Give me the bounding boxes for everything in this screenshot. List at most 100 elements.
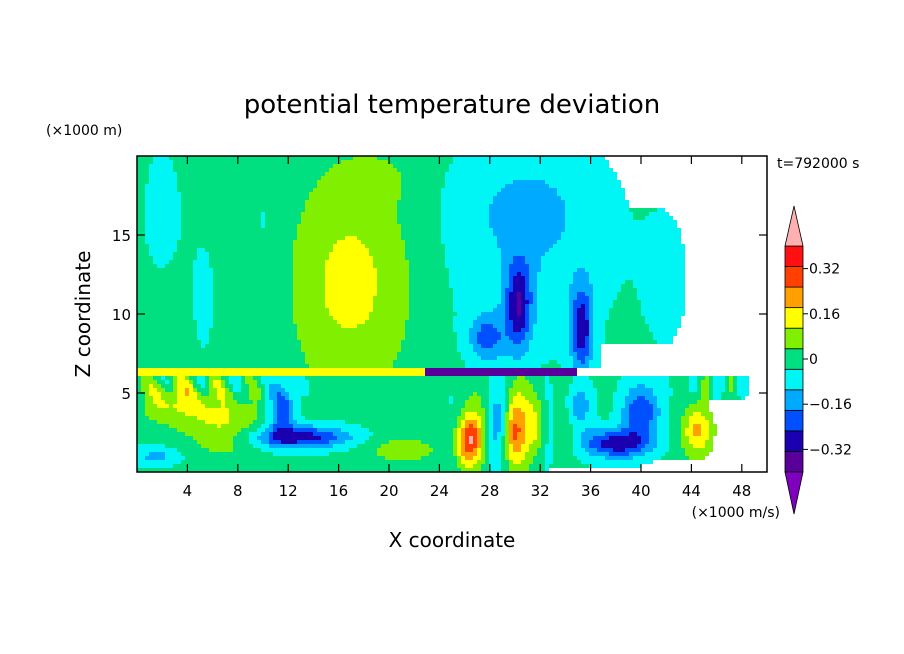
contour-cell [681,428,685,432]
contour-cell [701,432,709,436]
contour-cell [245,376,253,380]
contour-cell [465,436,469,440]
contour-cell [233,392,249,396]
contour-cell [625,400,633,404]
contour-cell [629,416,653,420]
contour-cell [237,432,249,436]
contour-cell [293,292,325,296]
contour-cell [145,220,181,224]
contour-cell [509,264,529,268]
contour-cell [521,328,529,332]
contour-cell [137,252,149,256]
contour-cell [613,304,641,308]
contour-cell [353,436,369,440]
contour-cell [377,156,453,160]
contour-cell [293,424,313,428]
contour-cell [517,308,521,312]
contour-cell [689,420,709,424]
contour-cell [457,460,461,464]
contour-cell [709,380,713,384]
contour-cell [301,212,397,216]
contour-cell [501,336,509,340]
contour-cell [577,296,589,300]
contour-cell [465,440,469,444]
contour-cell [289,412,293,416]
contour-cell [453,432,457,436]
contour-cell [709,392,713,396]
contour-cell [489,396,505,400]
contour-cell [529,308,537,312]
contour-cell [137,360,305,364]
contour-cell [553,424,573,428]
contour-cell [685,428,693,432]
contour-cell [465,400,481,404]
contour-cell [541,424,549,428]
contour-cell [193,260,209,264]
contour-cell [177,392,185,396]
contour-cell [537,420,541,424]
contour-cell [553,392,569,396]
contour-cell [593,316,609,320]
contour-cell [409,288,453,292]
contour-cell [469,396,481,400]
contour-cell [293,276,325,280]
contour-cell [257,408,265,412]
contour-cell [565,216,633,220]
contour-cell [573,396,585,400]
contour-cell [573,328,577,332]
contour-cell [593,340,605,344]
contour-cell [517,304,521,308]
contour-cell [409,296,453,300]
contour-cell [137,340,201,344]
contour-cell [709,432,717,436]
contour-cell [537,276,573,280]
contour-cell [597,412,609,416]
contour-cell [525,376,545,380]
contour-cell [185,412,229,416]
contour-cell [529,312,537,316]
contour-cell [541,260,685,264]
contour-cell [145,184,177,188]
contour-cell [501,300,505,304]
contour-cell [701,392,709,396]
contour-cell [489,420,493,424]
contour-cell [261,432,269,436]
contour-cell [265,404,273,408]
contour-cell [137,420,157,424]
contour-cell [633,456,661,460]
contour-cell [649,328,677,332]
contour-cell [229,408,257,412]
contour-cell [617,424,629,428]
x-tick-label: 24 [430,482,449,500]
contour-cell [649,432,657,436]
contour-cell [573,380,593,384]
contour-cell [461,428,465,432]
contour-cell [473,424,477,428]
contour-cell [365,320,405,324]
contour-cell [425,372,577,376]
contour-cell [453,292,501,296]
contour-cell [225,388,229,392]
contour-cell [153,160,173,164]
contour-cell [505,300,509,304]
contour-cell [589,360,601,364]
contour-cell [725,388,729,392]
contour-cell [653,336,673,340]
contour-cell [685,408,709,412]
contour-cell [177,384,193,388]
contour-cell [265,408,273,412]
contour-cell [369,312,409,316]
contour-cell [521,296,525,300]
contour-cell [297,336,405,340]
contour-cell [669,448,685,452]
contour-cell [549,464,589,468]
contour-cell [265,400,273,404]
contour-cell [137,468,461,472]
contour-cell [149,180,177,184]
contour-cell [509,424,513,428]
contour-cell [537,320,569,324]
contour-cell [441,240,497,244]
contour-cell [549,416,553,420]
contour-cell [477,332,501,336]
contour-cell [517,312,521,316]
